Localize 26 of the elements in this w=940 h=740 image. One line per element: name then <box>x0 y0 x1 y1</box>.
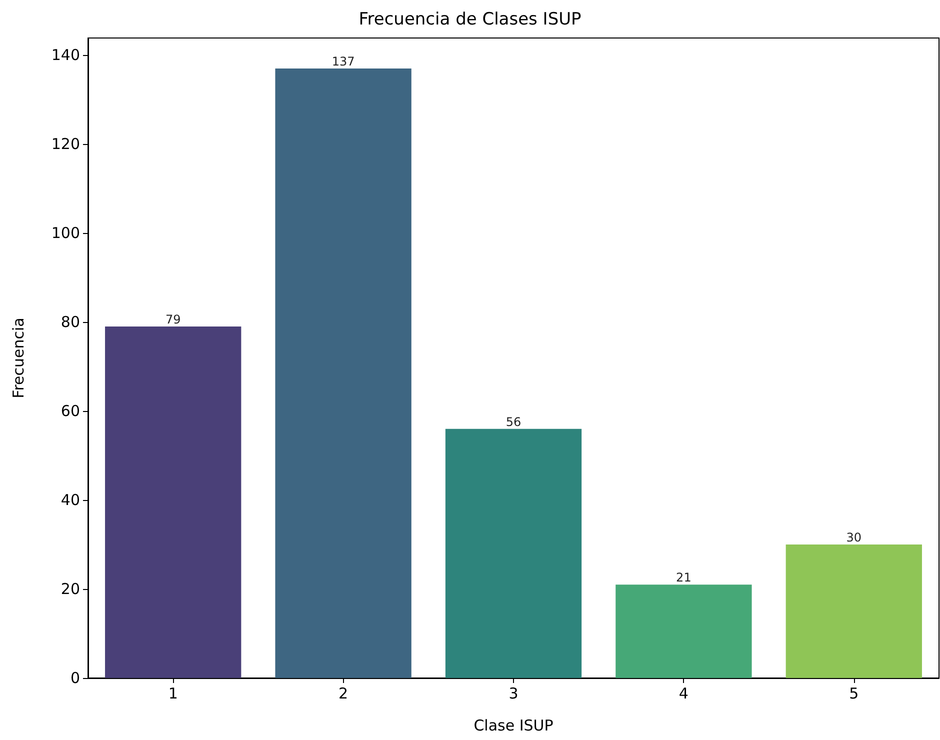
data-label: 137 <box>332 54 355 68</box>
y-tick-label: 100 <box>51 224 80 242</box>
x-tick-label: 5 <box>849 684 859 702</box>
x-tick-label: 1 <box>168 684 178 702</box>
bar <box>275 68 412 678</box>
y-axis-title: Frecuencia <box>10 318 28 398</box>
chart-title: Frecuencia de Clases ISUP <box>358 10 582 30</box>
y-tick-label: 0 <box>70 669 80 687</box>
x-tick-label: 2 <box>338 684 348 702</box>
bar <box>786 544 922 678</box>
data-label: 79 <box>165 312 181 327</box>
x-tick-label: 3 <box>508 684 518 702</box>
y-tick-label: 140 <box>51 46 80 64</box>
bar <box>105 326 242 678</box>
x-axis-title: Clase ISUP <box>474 716 554 734</box>
data-label: 21 <box>676 570 692 585</box>
bar <box>616 584 752 678</box>
y-tick-label: 120 <box>51 135 80 154</box>
y-tick-label: 80 <box>60 313 80 332</box>
y-tick-label: 40 <box>60 491 80 510</box>
bar <box>445 428 582 678</box>
y-tick-label: 60 <box>60 402 80 420</box>
x-tick-label: 4 <box>678 684 688 702</box>
data-label: 56 <box>506 414 522 429</box>
data-label: 30 <box>846 530 862 545</box>
y-tick-label: 20 <box>60 580 80 598</box>
